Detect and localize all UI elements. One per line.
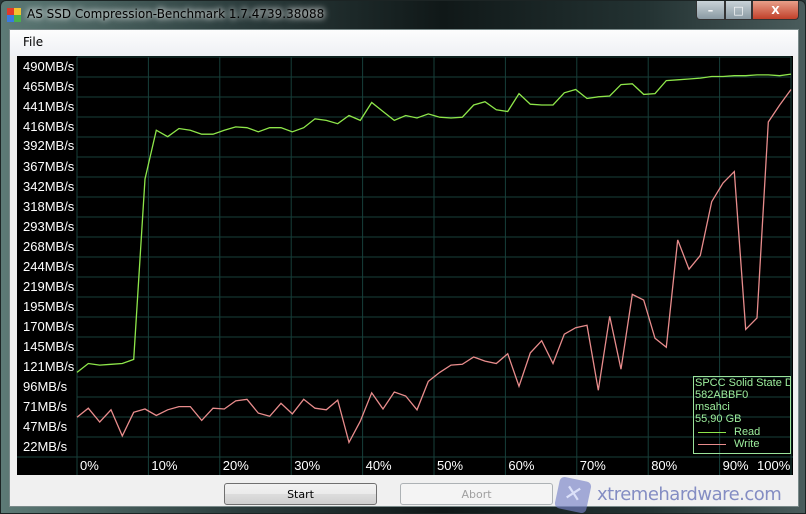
y-tick-label: 293MB/s xyxy=(23,218,75,234)
y-tick-label: 392MB/s xyxy=(23,138,75,154)
legend-driver: msahci xyxy=(695,401,730,413)
close-button[interactable]: X xyxy=(752,1,799,20)
y-tick-label: 465MB/s xyxy=(23,79,75,95)
x-tick-label: 30% xyxy=(294,458,321,473)
y-tick-label: 318MB/s xyxy=(23,198,75,214)
y-tick-label: 170MB/s xyxy=(23,318,75,334)
legend: SPCC Solid State D 582ABBF0 msahci 55,90… xyxy=(693,376,791,454)
y-tick-label: 219MB/s xyxy=(23,279,75,295)
plot-area xyxy=(17,56,793,475)
y-tick-label: 244MB/s xyxy=(23,258,75,274)
app-icon xyxy=(7,8,21,22)
y-tick-label: 96MB/s xyxy=(23,379,68,395)
y-tick-label: 71MB/s xyxy=(23,399,68,415)
minimize-button[interactable]: – xyxy=(696,1,725,20)
maximize-button[interactable]: □ xyxy=(725,1,752,20)
benchmark-chart: 490MB/s 465MB/s 441MB/s 416MB/s 392MB/s 367MB… xyxy=(17,56,793,475)
legend-write-swatch xyxy=(698,444,726,445)
x-tick-label: 60% xyxy=(508,458,535,473)
x-tick-label: 40% xyxy=(365,458,392,473)
x-tick-label: 10% xyxy=(151,458,178,473)
y-tick-label: 195MB/s xyxy=(23,298,75,314)
y-tick-label: 22MB/s xyxy=(23,439,68,455)
x-tick-label: 100% xyxy=(757,458,791,473)
y-tick-label: 342MB/s xyxy=(23,179,75,195)
series-line-write xyxy=(76,89,792,445)
start-button[interactable]: Start xyxy=(224,483,377,505)
x-tick-label: 20% xyxy=(222,458,249,473)
y-tick-label: 268MB/s xyxy=(23,239,75,255)
y-tick-label: 367MB/s xyxy=(23,158,75,174)
abort-button[interactable]: Abort xyxy=(400,483,553,505)
window-title: AS SSD Compression-Benchmark 1.7.4739.38… xyxy=(27,7,325,21)
y-tick-label: 441MB/s xyxy=(23,98,75,114)
menu-file[interactable]: File xyxy=(23,35,44,49)
x-tick-label: 80% xyxy=(651,458,678,473)
legend-size: 55,90 GB xyxy=(695,413,742,425)
x-tick-label: 90% xyxy=(722,458,749,473)
x-tick-label: 70% xyxy=(579,458,606,473)
y-tick-label: 121MB/s xyxy=(23,358,75,374)
series-line-read xyxy=(76,73,792,373)
y-tick-label: 490MB/s xyxy=(23,58,75,74)
legend-id: 582ABBF0 xyxy=(695,389,749,401)
legend-read-swatch xyxy=(698,432,726,433)
x-tick-label: 0% xyxy=(80,458,99,473)
y-tick-label: 47MB/s xyxy=(23,418,68,434)
legend-write-label: Write xyxy=(734,438,760,450)
legend-read-label: Read xyxy=(734,426,761,438)
y-tick-label: 145MB/s xyxy=(23,339,75,355)
legend-device: SPCC Solid State D xyxy=(695,377,791,389)
menu-bar: File xyxy=(10,30,798,56)
x-tick-label: 50% xyxy=(437,458,464,473)
y-tick-label: 416MB/s xyxy=(23,118,75,134)
